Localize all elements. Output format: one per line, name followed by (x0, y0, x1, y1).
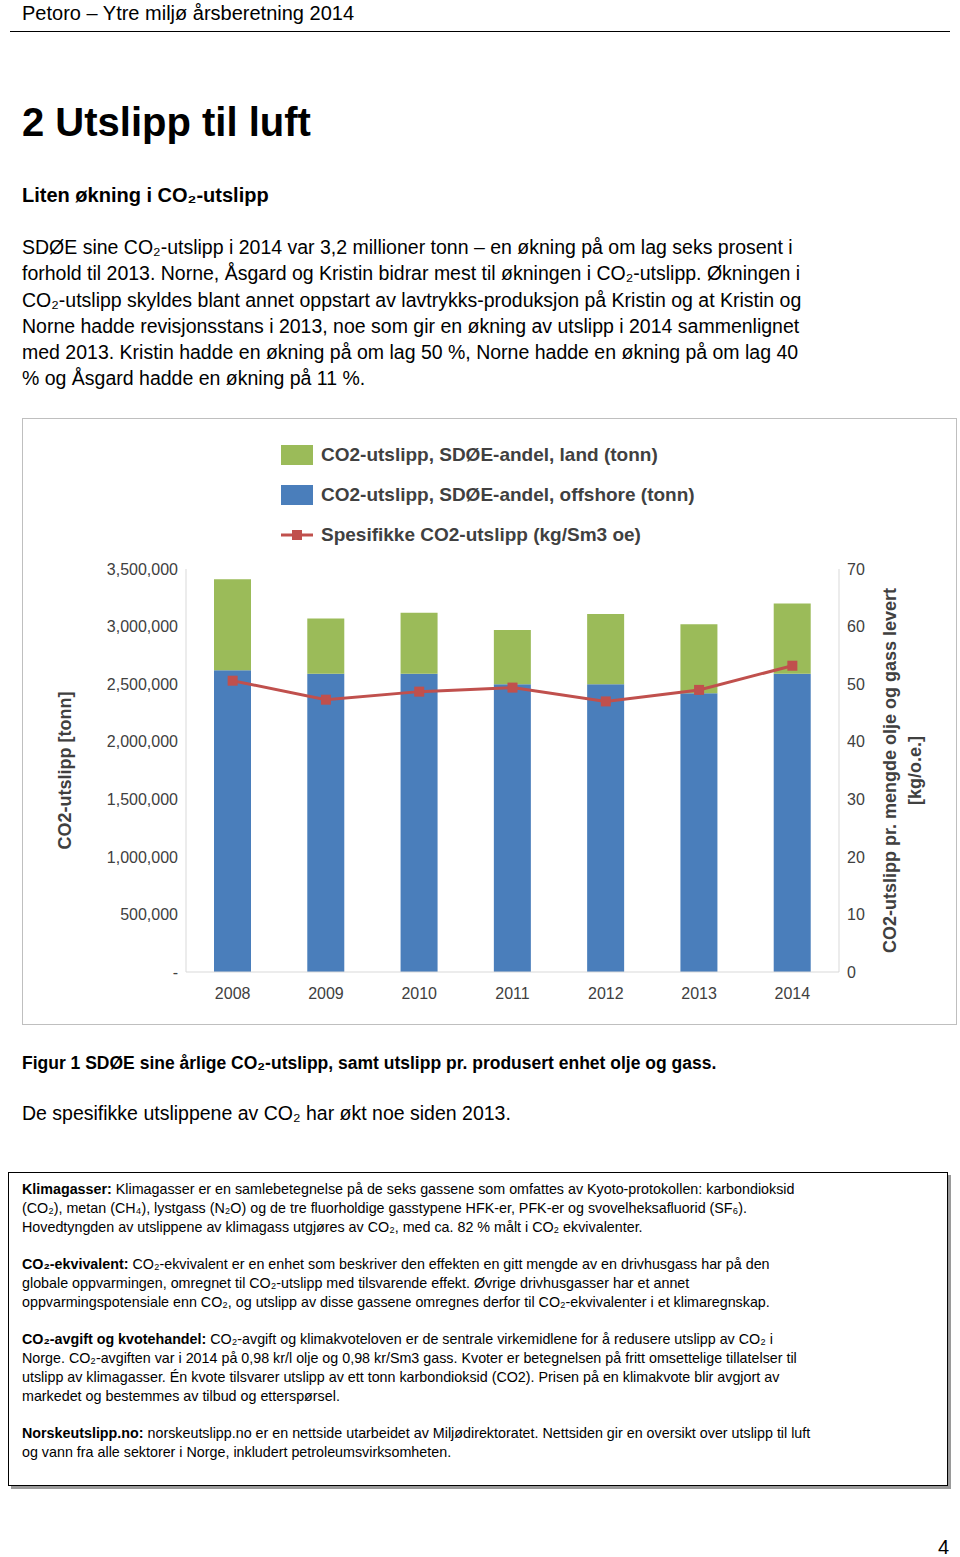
html-text:utslipp av klimagasser. Én kvo: utslipp av klimagasser. Én kvote tilsvar… (22, 1369, 780, 1385)
html-text:Klimagasser: Klimagasser er en: Klimagasser: Klimagasser er en samlebete… (22, 1181, 795, 1197)
svg-text:50: 50 (847, 676, 865, 693)
svg-text:[kg/o.e.]: [kg/o.e.] (905, 736, 925, 805)
html-text:oppvarmingspotensiale enn CO₂,: oppvarmingspotensiale enn CO₂, og utslip… (22, 1294, 770, 1310)
svg-text:3,500,000: 3,500,000 (107, 561, 178, 578)
svg-text:1,000,000: 1,000,000 (107, 849, 178, 866)
html-text:CO₂-ekvivalent: CO₂-ekvivalent: CO₂-ekvivalent: CO₂-ekvivalent er en enh… (22, 1256, 770, 1272)
svg-text:2,500,000: 2,500,000 (107, 676, 178, 693)
html-text:CO2-utslipp, SDØE-andel, land: CO2-utslipp, SDØE-andel, land (tonn) (321, 444, 658, 465)
svg-text:10: 10 (847, 906, 865, 923)
html-text:Norne hadde revisjonsstans i 2: Norne hadde revisjonsstans i 2013, noe s… (22, 314, 800, 337)
html-text:2 Utslipp til luft: 2 Utslipp til luft (22, 100, 311, 144)
svg-text:60: 60 (847, 618, 865, 635)
html-text:Spesifikke CO2-utslipp (kg/Sm3: Spesifikke CO2-utslipp (kg/Sm3 oe) (321, 524, 641, 545)
html-text:Norskeutslipp.no: norskeutslip: Norskeutslipp.no: norskeutslipp.no er en… (22, 1425, 811, 1441)
html-text:Figur 1 SDØE sine årlige CO₂-u: Figur 1 SDØE sine årlige CO₂-utslipp, sa… (22, 1053, 717, 1073)
html-text:Norge. CO₂-avgiften var i 2014: Norge. CO₂-avgiften var i 2014 på 0,98 k… (22, 1350, 797, 1366)
svg-text:CO2-utslipp pr. mengde olje og: CO2-utslipp pr. mengde olje og gass leve… (880, 588, 900, 953)
svg-text:2010: 2010 (401, 985, 437, 1002)
svg-text:2012: 2012 (588, 985, 624, 1002)
html-text:Hovedtyngden av utslippene av: Hovedtyngden av utslippene av klimagass … (22, 1219, 643, 1235)
html-text:CO2-utslipp, SDØE-andel, offsh: CO2-utslipp, SDØE-andel, offshore (tonn) (321, 484, 695, 505)
svg-text:500,000: 500,000 (120, 906, 178, 923)
html-text:4: 4 (938, 1536, 950, 1557)
svg-text:40: 40 (847, 733, 865, 750)
svg-text:2,000,000: 2,000,000 (107, 733, 178, 750)
svg-text:1,500,000: 1,500,000 (107, 791, 178, 808)
html-text:forhold til 2013. Norne, Åsgar: forhold til 2013. Norne, Åsgard og Krist… (22, 262, 801, 285)
svg-text:2014: 2014 (775, 985, 811, 1002)
html-text:markedet og bestemmes av tilbu: markedet og bestemmes av tilbud og etter… (22, 1388, 340, 1404)
html-text:De spesifikke utslippene av CO: De spesifikke utslippene av CO₂ har økt … (22, 1102, 511, 1124)
svg-text:2008: 2008 (215, 985, 251, 1002)
html-text:(CO₂), metan (CH₄), lystgass (: (CO₂), metan (CH₄), lystgass (N₂O) og de… (22, 1200, 748, 1216)
svg-text:2009: 2009 (308, 985, 344, 1002)
svg-text:-: - (173, 964, 178, 981)
svg-text:2013: 2013 (681, 985, 717, 1002)
svg-text:3,000,000: 3,000,000 (107, 618, 178, 635)
html-text:globale oppvarmingen, omregnet: globale oppvarmingen, omregnet til CO₂-u… (22, 1275, 690, 1291)
html-text:Petoro – Ytre miljø årsberetni: Petoro – Ytre miljø årsberetning 2014 (22, 2, 354, 24)
html-text:SDØE sine CO₂-utslipp i 2014 v: SDØE sine CO₂-utslipp i 2014 var 3,2 mil… (22, 236, 793, 258)
html-text:CO₂-avgift og kvotehandel: CO₂: CO₂-avgift og kvotehandel: CO₂-avgift og… (22, 1331, 773, 1347)
svg-text:CO2-utslipp [tonn]: CO2-utslipp [tonn] (55, 692, 75, 850)
svg-text:30: 30 (847, 791, 865, 808)
svg-text:70: 70 (847, 561, 865, 578)
html-text:Liten økning i CO₂-utslipp: Liten økning i CO₂-utslipp (22, 184, 269, 206)
html-text:og vann fra alle sektorer i No: og vann fra alle sektorer i Norge, inklu… (22, 1444, 452, 1460)
html-text:med 2013. Kristin hadde en økn: med 2013. Kristin hadde en økning på om … (22, 341, 799, 364)
html-text:CO₂-utslipp skyldes blant anne: CO₂-utslipp skyldes blant annet oppstart… (22, 288, 802, 311)
svg-text:0: 0 (847, 964, 856, 981)
svg-text:2011: 2011 (495, 985, 530, 1002)
svg-text:20: 20 (847, 849, 865, 866)
html-text:% og Åsgard hadde en økning på: % og Åsgard hadde en økning på 11 %. (22, 367, 366, 390)
